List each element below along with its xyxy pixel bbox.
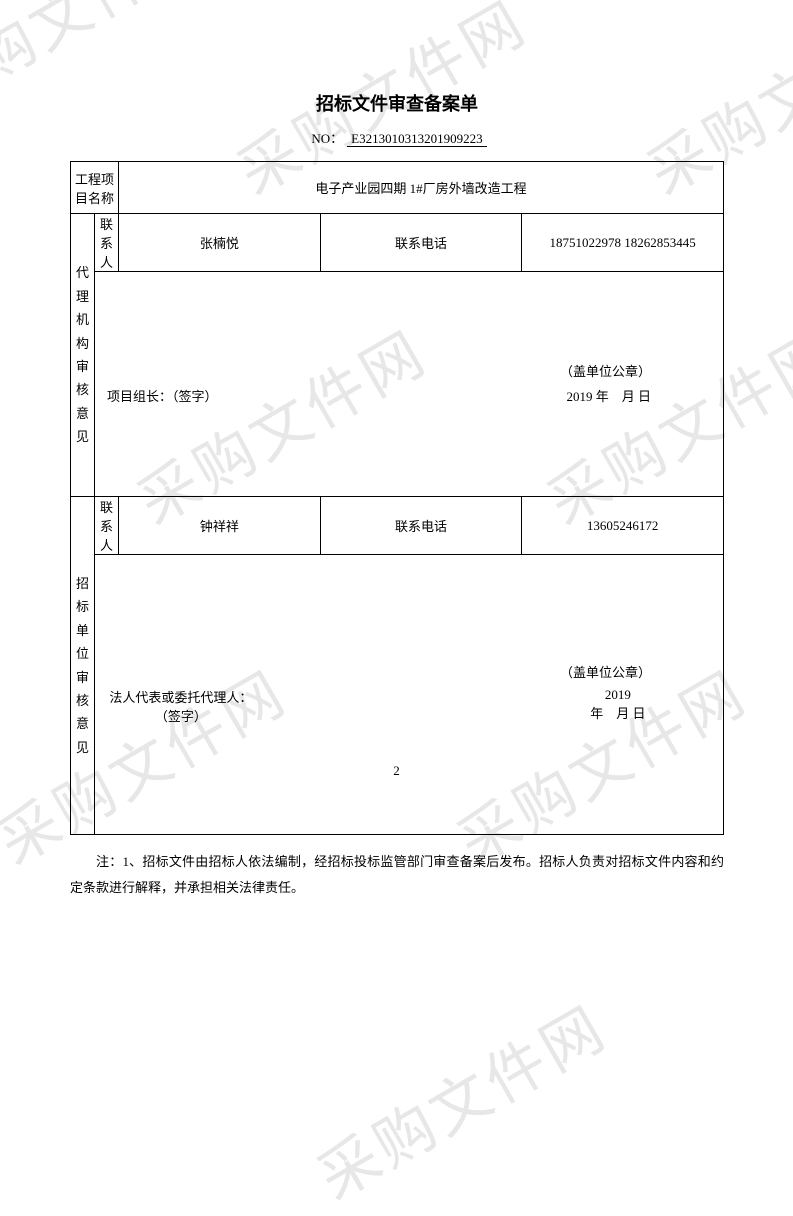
- agency-seal-text: （盖单位公章）: [560, 361, 651, 380]
- label-contact-person-2: 联系人: [95, 497, 119, 555]
- note-text: 注：1、招标文件由招标人依法编制，经招标投标监管部门审查备案后发布。招标人负责对…: [70, 849, 724, 901]
- page-title: 招标文件审查备案单: [70, 90, 724, 116]
- value-project-name: 电子产业园四期 1#厂房外墙改造工程: [119, 162, 724, 214]
- label-contact-phone-2: 联系电话: [320, 497, 522, 555]
- label-bidder-opinion: 招标单位审核意见: [71, 497, 95, 835]
- doc-no-prefix: NO：: [307, 131, 347, 146]
- row-agency-contact: 代理机构审核意见 联系人 张楠悦 联系电话 18751022978 182628…: [71, 214, 724, 272]
- value-bidder-contact-name: 钟祥祥: [119, 497, 321, 555]
- agency-sign-label: 项目组长：（签字）: [107, 386, 218, 405]
- page-container: 招标文件审查备案单 NO：E3213010313201909223 工程项目名称…: [70, 90, 724, 901]
- page-number: 2: [0, 763, 793, 779]
- agency-date: 2019 年 月 日: [566, 386, 651, 405]
- bidder-date: 2019 年 月 日: [585, 687, 651, 725]
- row-agency-opinion: （盖单位公章） 项目组长：（签字） 2019 年 月 日: [71, 272, 724, 497]
- value-agency-contact-phone: 18751022978 18262853445: [522, 214, 724, 272]
- value-bidder-contact-phone: 13605246172: [522, 497, 724, 555]
- bidder-seal-text: （盖单位公章）: [560, 662, 651, 681]
- bidder-sign-label: 法人代表或委托代理人：（签字）: [107, 687, 255, 725]
- label-contact-person: 联系人: [95, 214, 119, 272]
- label-contact-phone: 联系电话: [320, 214, 522, 272]
- value-agency-contact-name: 张楠悦: [119, 214, 321, 272]
- cell-bidder-opinion: （盖单位公章） 法人代表或委托代理人：（签字） 2019 年 月 日: [95, 555, 724, 835]
- doc-no-value: E3213010313201909223: [347, 131, 486, 147]
- label-project-name: 工程项目名称: [71, 162, 119, 214]
- row-bidder-opinion: （盖单位公章） 法人代表或委托代理人：（签字） 2019 年 月 日: [71, 555, 724, 835]
- label-agency-opinion: 代理机构审核意见: [71, 214, 95, 497]
- row-project: 工程项目名称 电子产业园四期 1#厂房外墙改造工程: [71, 162, 724, 214]
- main-table: 工程项目名称 电子产业园四期 1#厂房外墙改造工程 代理机构审核意见 联系人 张…: [70, 161, 724, 835]
- cell-agency-opinion: （盖单位公章） 项目组长：（签字） 2019 年 月 日: [95, 272, 724, 497]
- document-number: NO：E3213010313201909223: [70, 128, 724, 147]
- row-bidder-contact: 招标单位审核意见 联系人 钟祥祥 联系电话 13605246172: [71, 497, 724, 555]
- watermark: 采购文件网: [300, 981, 621, 1216]
